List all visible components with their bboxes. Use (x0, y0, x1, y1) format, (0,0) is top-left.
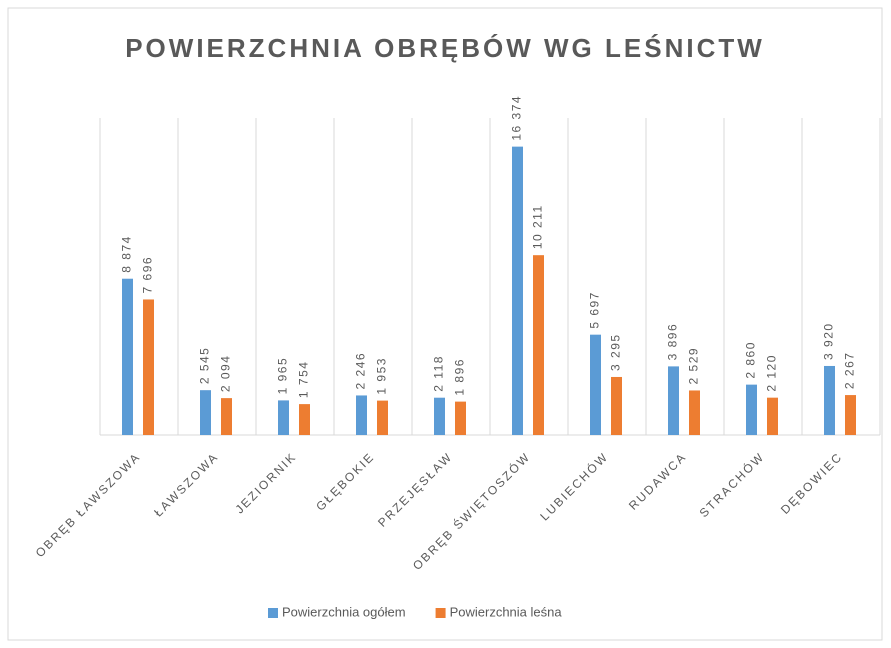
bar (767, 397, 778, 435)
legend-swatch (268, 608, 278, 618)
legend-label: Powierzchnia ogółem (282, 604, 406, 619)
data-label: 8 874 (120, 235, 134, 273)
data-label: 2 246 (354, 352, 368, 390)
data-label: 1 965 (276, 357, 290, 395)
bar (356, 395, 367, 435)
bar (689, 390, 700, 435)
bar (278, 400, 289, 435)
chart-title: POWIERZCHNIA OBRĘBÓW WG LEŚNICTW (125, 33, 765, 63)
data-label: 2 529 (687, 347, 701, 385)
data-label: 2 267 (843, 352, 857, 390)
bar (221, 398, 232, 435)
data-label: 2 120 (765, 354, 779, 392)
bar (533, 255, 544, 435)
legend-label: Powierzchnia leśna (450, 604, 563, 619)
data-label: 3 896 (666, 323, 680, 361)
bar (668, 366, 679, 435)
data-label: 10 211 (531, 204, 545, 249)
data-label: 2 860 (744, 341, 758, 379)
bar (845, 395, 856, 435)
data-label: 2 094 (219, 355, 233, 393)
bar (512, 146, 523, 435)
data-label: 7 696 (141, 256, 155, 294)
legend-swatch (435, 608, 446, 618)
bar (299, 404, 310, 435)
data-label: 1 754 (297, 361, 311, 399)
data-label: 16 374 (510, 95, 524, 141)
bar (590, 334, 601, 435)
bar (611, 376, 622, 435)
bar (377, 400, 388, 435)
data-label: 1 953 (375, 357, 389, 395)
bar (455, 401, 466, 435)
bar (434, 397, 445, 435)
data-label: 3 920 (822, 322, 836, 360)
bar (200, 390, 211, 435)
bar (122, 278, 133, 435)
data-label: 3 295 (609, 333, 623, 371)
data-label: 2 545 (198, 347, 212, 385)
data-label: 2 118 (432, 355, 446, 392)
bar (746, 384, 757, 435)
data-label: 5 697 (588, 291, 602, 329)
bar (143, 299, 154, 435)
data-label: 1 896 (453, 358, 467, 396)
bar (824, 365, 835, 435)
